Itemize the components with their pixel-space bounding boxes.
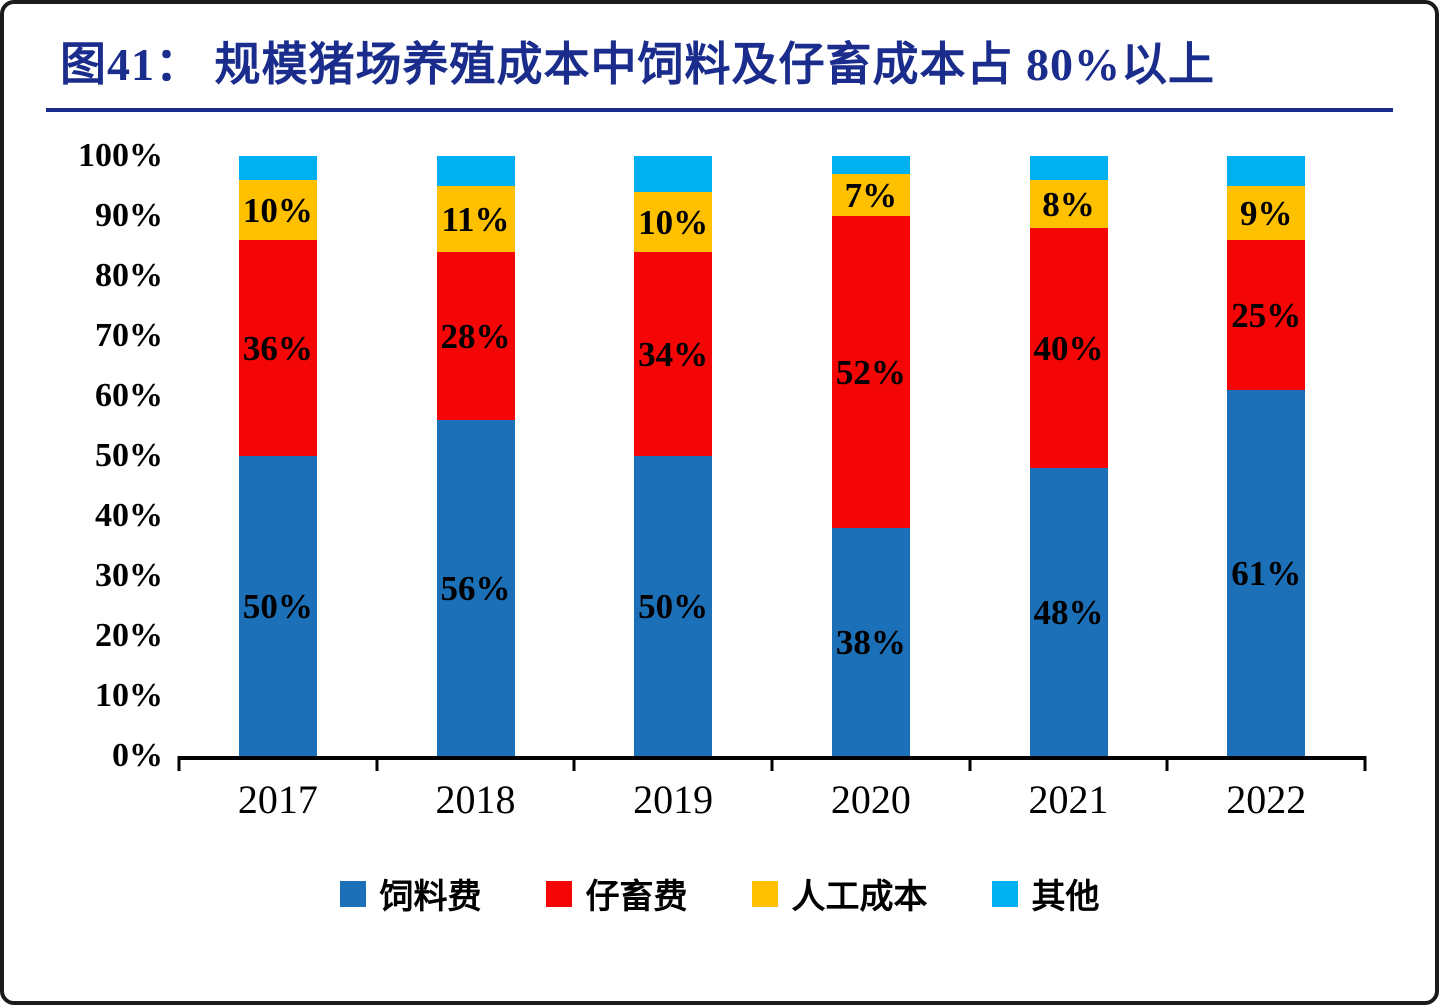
data-label: 10% [242, 190, 313, 230]
legend-swatch [545, 880, 572, 907]
x-axis-label: 2020 [830, 777, 911, 822]
bar-segment: 9% [1227, 186, 1306, 240]
y-tick-label: 80% [95, 257, 163, 294]
bar-segment [1029, 156, 1108, 180]
bar-segment: 11% [436, 186, 515, 252]
bar-segment: 28% [436, 252, 515, 420]
y-tick-label: 0% [112, 737, 163, 774]
data-label: 8% [1042, 184, 1095, 224]
legend-label: 饲料费 [379, 879, 482, 916]
x-axis-labels: 2017 2018 2019 2020 2021 2022 [179, 776, 1365, 823]
y-tick-label: 10% [95, 677, 163, 714]
x-axis-label: 2021 [1028, 777, 1109, 822]
x-axis-label: 2018 [435, 777, 516, 822]
legend-item: 其他 [991, 869, 1100, 918]
data-label: 9% [1239, 193, 1293, 233]
bar-column-2022: 61% 25% 9% [1167, 156, 1365, 756]
figure-title: 图41： 规模猪场养殖成本中饲料及仔畜成本占 80%以上 [60, 39, 1215, 90]
x-axis-tick [968, 756, 972, 771]
chart-area: 100% 90% 80% 70% 60% 50% 40% 30% 20% 10% 0% 50% 36%… [59, 137, 1367, 774]
data-label: 11% [441, 199, 510, 239]
x-axis-tick [1363, 756, 1367, 771]
legend-item: 人工成本 [751, 869, 928, 918]
data-label: 36% [242, 328, 313, 368]
stacked-bar: 50% 34% 10% [634, 156, 713, 756]
data-label: 50% [242, 586, 313, 626]
bar-segment: 50% [634, 456, 713, 756]
bar-segment [831, 156, 910, 174]
legend-item: 饲料费 [339, 869, 482, 918]
x-axis-tick [177, 756, 181, 771]
bar-segment: 40% [1029, 228, 1108, 468]
data-label: 28% [440, 316, 511, 356]
data-label: 50% [638, 586, 709, 626]
stacked-bar: 50% 36% 10% [238, 156, 317, 756]
bar-segment: 50% [238, 456, 317, 756]
data-label: 7% [844, 175, 898, 215]
legend-swatch [751, 880, 778, 907]
bar-segment: 7% [831, 174, 910, 216]
y-tick-label: 50% [95, 437, 163, 474]
legend-label: 仔畜费 [585, 879, 688, 916]
y-tick-label: 30% [95, 557, 163, 594]
bar-column-2020: 38% 52% 7% [772, 156, 970, 756]
data-label: 40% [1033, 328, 1104, 368]
y-tick-label: 70% [95, 317, 163, 354]
bar-segment: 25% [1227, 240, 1306, 390]
bar-segment: 34% [634, 252, 713, 456]
bar-segment: 61% [1227, 390, 1306, 756]
legend-label: 人工成本 [791, 879, 928, 916]
bar-column-2021: 48% 40% 8% [970, 156, 1168, 756]
plot-area: 50% 36% 10% 56% 28% 11% 50% 34% 10% 38% 52% 7% 48% 40… [177, 156, 1367, 771]
bar-segment: 48% [1029, 468, 1108, 756]
data-label: 10% [638, 202, 709, 242]
bar-segment: 8% [1029, 180, 1108, 228]
x-axis-label: 2019 [633, 777, 714, 822]
y-tick-label: 40% [95, 497, 163, 534]
title-underline-rule [46, 108, 1393, 112]
x-axis-label: 2017 [237, 777, 318, 822]
stacked-bar: 56% 28% 11% [436, 156, 515, 756]
bar-segment [436, 156, 515, 186]
stacked-bar: 61% 25% 9% [1227, 156, 1306, 756]
legend-item: 仔畜费 [545, 869, 688, 918]
y-tick-label: 100% [78, 137, 163, 174]
legend: 饲料费 仔畜费 人工成本 其他 [4, 869, 1435, 918]
data-label: 56% [440, 568, 511, 608]
bar-segment: 36% [238, 240, 317, 456]
bar-segment: 10% [238, 180, 317, 240]
legend-swatch [991, 880, 1018, 907]
y-tick-label: 90% [95, 197, 163, 234]
bar-segment [1227, 156, 1306, 186]
bar-segment [238, 156, 317, 180]
x-axis-label: 2022 [1226, 777, 1307, 822]
y-tick-label: 20% [95, 617, 163, 654]
data-label: 25% [1231, 295, 1302, 335]
data-label: 61% [1231, 553, 1302, 593]
data-label: 38% [835, 622, 906, 662]
legend-swatch [339, 880, 366, 907]
data-label: 52% [835, 352, 906, 392]
x-axis-tick [1165, 756, 1169, 771]
data-label: 48% [1033, 592, 1104, 632]
bar-segment: 56% [436, 420, 515, 756]
bar-segment: 52% [831, 216, 910, 528]
bar-segment [634, 156, 713, 192]
x-axis-tick [572, 756, 576, 771]
data-label: 34% [638, 334, 709, 374]
stacked-bar: 38% 52% 7% [831, 156, 910, 756]
bar-column-2017: 50% 36% 10% [179, 156, 377, 756]
y-tick-label: 60% [95, 377, 163, 414]
stacked-bar: 48% 40% 8% [1029, 156, 1108, 756]
legend-label: 其他 [1031, 879, 1100, 916]
bar-column-2019: 50% 34% 10% [574, 156, 772, 756]
bar-segment: 10% [634, 192, 713, 252]
bar-segment: 38% [831, 528, 910, 756]
x-axis-tick [770, 756, 774, 771]
x-axis-tick [375, 756, 379, 771]
bar-column-2018: 56% 28% 11% [377, 156, 575, 756]
y-axis: 100% 90% 80% 70% 60% 50% 40% 30% 20% 10% 0% [59, 137, 179, 774]
